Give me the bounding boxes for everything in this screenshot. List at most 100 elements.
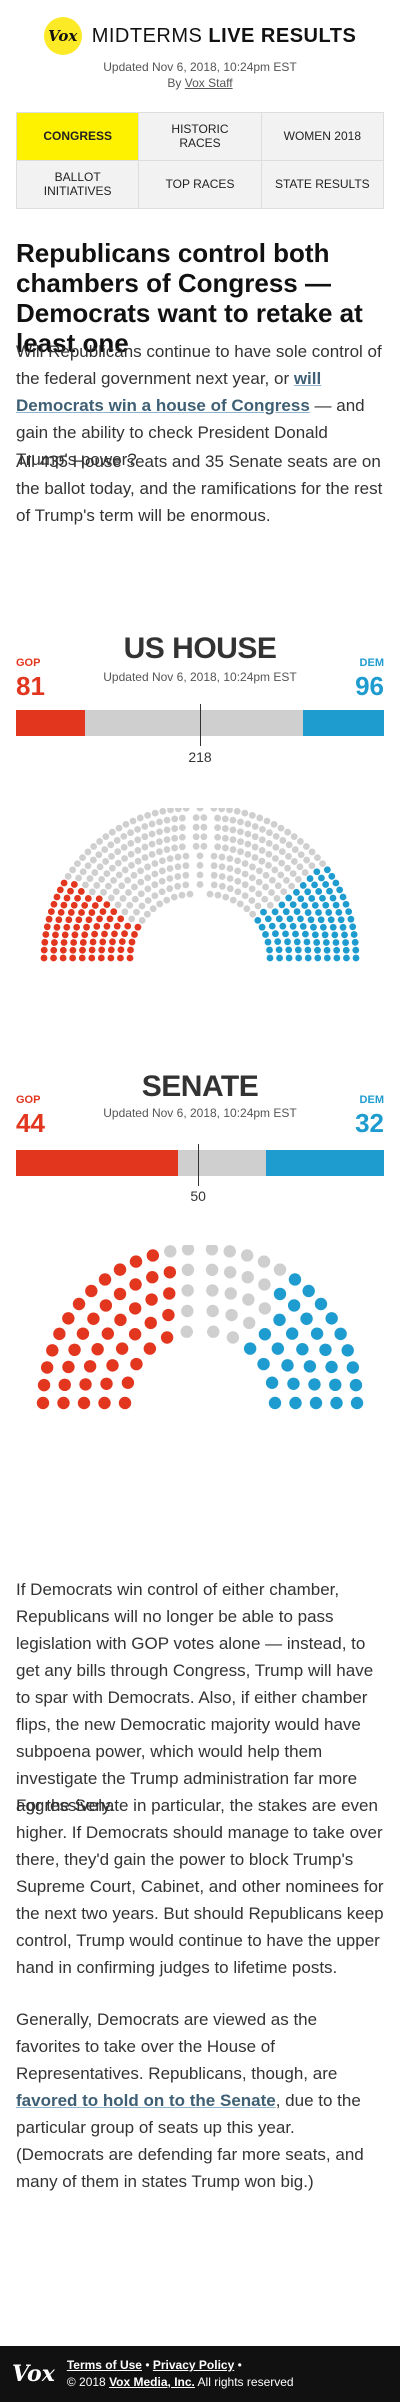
seat-gop [37,1378,51,1392]
seat-gop [61,931,69,939]
seat-undecided [290,858,298,865]
seat-gop [100,1377,113,1390]
seat-gop [101,930,108,938]
tab-congress[interactable]: CONGRESS [17,113,140,161]
footer-vox-logo[interactable]: Vox [12,2361,55,2387]
seat-undecided [114,901,122,909]
senate-favored-link[interactable]: favored to hold on to the Senate [16,2091,276,2110]
seat-dem [303,938,311,946]
seat-dem [325,1312,338,1325]
democrats-win-link[interactable]: will Democrats win a house of Congress [16,369,322,415]
seat-undecided [178,833,186,841]
seat-undecided [248,811,256,819]
footer-sep-2: • [234,2358,242,2372]
seat-gop [99,908,107,915]
seat-dem [268,922,276,930]
seat-dem [260,908,267,916]
seat-gop [60,901,68,909]
seat-undecided [244,840,252,848]
seat-gop [121,1376,135,1389]
seat-undecided [221,825,229,832]
tab-historic-races[interactable]: HISTORIC RACES [139,113,262,161]
seat-gop [98,1273,112,1286]
byline: By Vox Staff [0,76,400,90]
seat-undecided [234,888,242,896]
seat-undecided [210,871,218,879]
house-dem-label: DEM [359,657,384,669]
tab-ballot-initiatives[interactable]: BALLOT INITIATIVES [17,161,140,209]
title-light: MIDTERMS [91,24,203,47]
seat-gop [89,938,97,946]
seat-dem [329,894,337,902]
seat-undecided [251,823,259,830]
seat-dem [322,939,330,946]
seat-dem [342,900,350,908]
seat-undecided [294,875,302,883]
seat-gop [128,1328,142,1341]
seat-gop [145,1293,158,1306]
seat-dem [285,894,293,902]
footer-text: Terms of Use • Privacy Policy • © 2018 V… [67,2357,294,2391]
seat-dem [310,1327,324,1340]
seat-undecided [186,890,194,898]
seat-dem [293,908,301,915]
seat-dem [350,1396,364,1410]
seat-undecided [156,818,163,826]
seat-gop [60,939,68,946]
privacy-link[interactable]: Privacy Policy [152,2358,235,2372]
tab-women-2018[interactable]: WOMEN 2018 [261,113,384,161]
seat-dem [352,954,360,962]
company-link[interactable]: Vox Media, Inc. [109,2375,195,2389]
tab-top-races[interactable]: TOP RACES [139,161,262,209]
seat-undecided [272,855,279,862]
seat-undecided [240,1249,254,1262]
seat-undecided [241,892,249,900]
seat-undecided [200,842,208,850]
seat-gop [113,922,121,930]
seat-undecided [136,814,144,822]
section-tabs: CONGRESS HISTORIC RACES WOMEN 2018 BALLO… [16,112,384,209]
vox-logo[interactable]: Vox [43,17,82,55]
seat-undecided [210,852,218,860]
seat-dem [319,894,326,902]
seat-gop [96,915,103,923]
seat-gop [126,954,134,962]
seat-undecided [278,848,286,856]
seat-dem [339,923,347,931]
author-link[interactable]: Vox Staff [184,76,233,90]
seat-undecided [229,816,237,824]
senate-majority-line [198,1144,200,1186]
seat-gop [128,1302,142,1315]
seat-dem [286,915,294,923]
seat-dem [313,868,321,876]
seat-undecided [297,851,305,859]
terms-link[interactable]: Terms of Use [66,2358,142,2372]
seat-undecided [148,850,156,858]
seat-dem [346,1361,360,1374]
seat-undecided [222,844,229,852]
seat-undecided [120,832,128,840]
seat-gop [162,1308,175,1322]
seat-dem [325,909,333,916]
seat-dem [318,874,325,882]
seat-gop [129,1278,142,1291]
tab-state-results[interactable]: STATE RESULTS [261,161,384,209]
seat-undecided [214,814,222,822]
seat-gop [77,1396,91,1410]
p5-text-a: Generally, Democrats are viewed as the f… [16,2010,338,2083]
seat-undecided [290,833,298,841]
favorites-paragraph: Generally, Democrats are viewed as the f… [16,2006,386,2195]
seat-undecided [84,862,92,870]
seat-gop [40,954,48,962]
page-title: MIDTERMS LIVE RESULTS [92,25,357,48]
seat-undecided [141,843,149,851]
seat-gop [117,954,124,962]
senate-majority-label: 50 [190,1188,206,1204]
seat-undecided [104,882,112,890]
house-bar-dem [302,710,384,736]
house-title: US HOUSE [123,632,277,665]
seat-undecided [221,834,229,842]
seat-gop [78,909,85,916]
seat-gop [131,931,138,938]
seat-undecided [223,1245,236,1258]
